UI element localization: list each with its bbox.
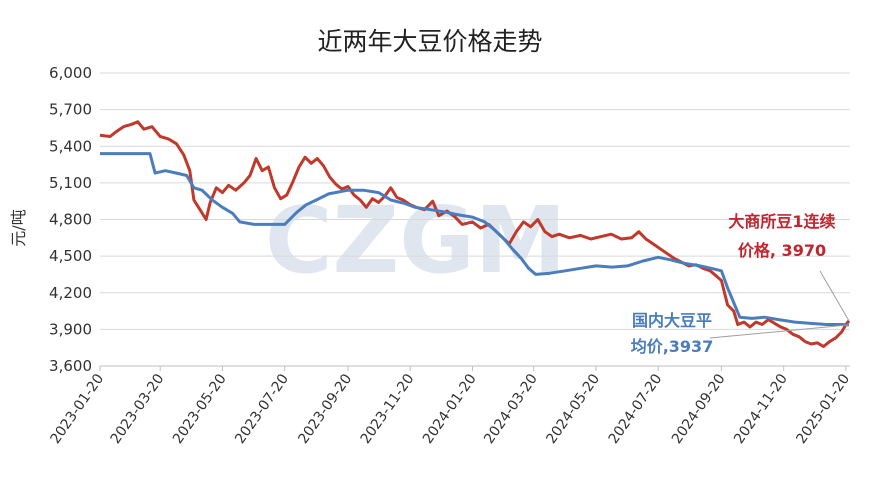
x-tick-label: 2023-09-20 — [295, 371, 355, 447]
x-tick-label: 2024-01-20 — [420, 371, 480, 447]
x-tick-label: 2024-03-20 — [481, 371, 541, 447]
x-axis-ticks: 2023-01-20 2023-03-20 2023-05-20 2023-07-20… — [47, 366, 853, 447]
y-tick-label: 6,000 — [49, 64, 92, 82]
x-tick-label: 2024-09-20 — [669, 371, 729, 447]
annotation-leader-dalian — [819, 270, 850, 322]
y-tick-label: 5,100 — [49, 174, 92, 192]
x-tick-label: 2024-11-20 — [731, 371, 791, 447]
x-tick-label: 2024-07-20 — [606, 371, 666, 447]
series-lines — [99, 120, 851, 348]
y-tick-label: 4,500 — [49, 247, 92, 265]
x-tick-label: 2023-11-20 — [358, 371, 418, 447]
annotation-label-domestic: 均价,3937 — [631, 337, 714, 356]
chart-title: 近两年大豆价格走势 — [317, 27, 542, 56]
y-tick-label: 3,900 — [49, 320, 92, 338]
annotation-leader-domestic — [709, 324, 850, 339]
y-tick-label: 5,400 — [49, 137, 92, 155]
x-tick-label: 2023-03-20 — [108, 371, 168, 447]
y-tick-label: 4,200 — [49, 284, 92, 302]
annotation-label-dalian: 价格, 3970 — [738, 241, 826, 260]
y-tick-label: 4,800 — [49, 211, 92, 229]
y-axis-ticks: 6,000 5,700 5,400 5,100 4,800 4,500 4,200 3,900… — [49, 64, 92, 375]
x-tick-label: 2023-01-20 — [47, 371, 107, 447]
x-tick-label: 2023-07-20 — [232, 371, 292, 447]
x-tick-label: 2025-01-20 — [793, 371, 853, 447]
y-tick-label: 5,700 — [49, 101, 92, 119]
y-axis-label: 元/吨 — [9, 209, 28, 246]
series-line-dalian — [99, 120, 851, 348]
svg-text:元/吨: 元/吨 — [9, 209, 28, 246]
chart-watermark: CZGM — [265, 187, 566, 294]
series-line-domestic — [100, 152, 850, 327]
annotation-label-domestic: 国内大豆平 — [632, 311, 712, 330]
annotation-label-dalian: 大商所豆1连续 — [728, 212, 835, 231]
x-tick-label: 2023-05-20 — [170, 371, 230, 447]
y-tick-label: 3,600 — [49, 357, 92, 375]
x-tick-label: 2024-05-20 — [543, 371, 603, 447]
